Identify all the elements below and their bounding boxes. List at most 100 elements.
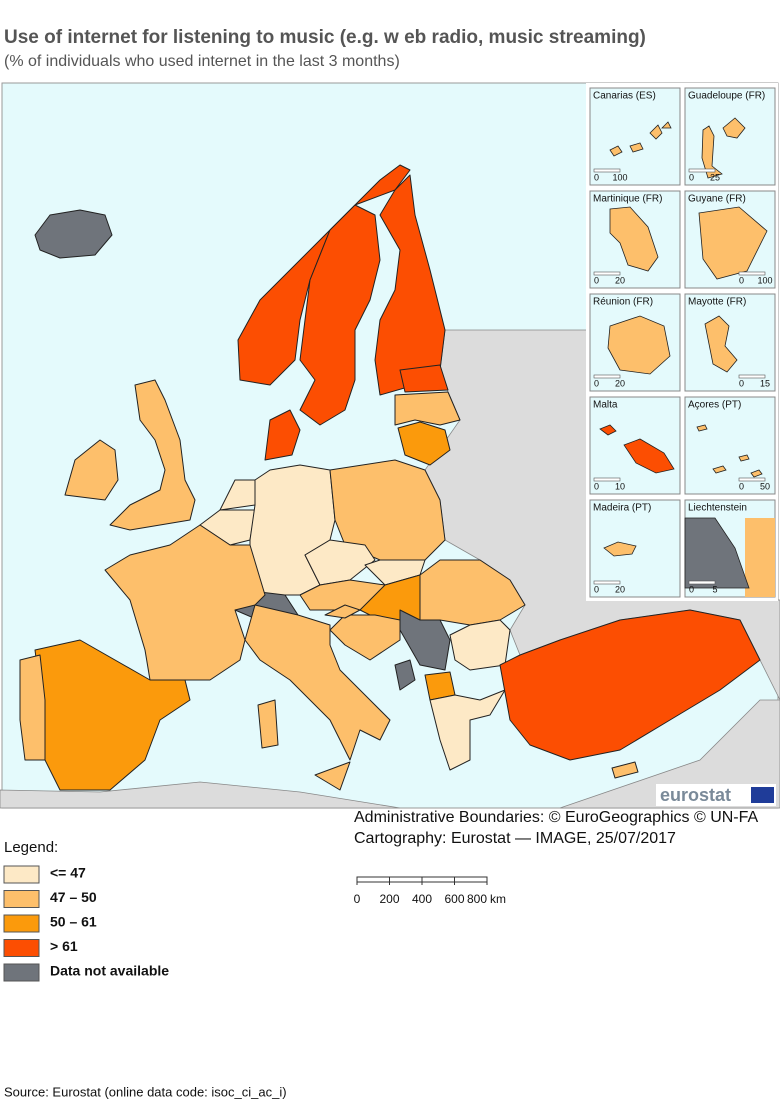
inset-scale-label: 15 — [760, 378, 770, 388]
credit: Administrative Boundaries: © EuroGeograp… — [354, 809, 759, 826]
inset-title: Guadeloupe (FR) — [688, 91, 765, 102]
slovenia — [324, 604, 361, 619]
inset-land — [603, 541, 637, 557]
scale-label: 600 — [444, 892, 464, 906]
slovakia — [364, 559, 426, 586]
scale-label: 800 — [467, 892, 487, 906]
inset-land — [609, 206, 659, 272]
greece — [429, 689, 506, 771]
inset-scale-label: 10 — [615, 481, 625, 491]
inset-land — [684, 517, 750, 589]
inset-scale-label: 20 — [615, 378, 625, 388]
legend-label: > 61 — [50, 938, 78, 954]
inset-scale-label: 0 — [689, 172, 694, 182]
inset-scale-label: 0 — [689, 584, 694, 594]
sweden — [299, 204, 381, 426]
credit: Cartography: Eurostat — IMAGE, 25/07/201… — [354, 830, 676, 847]
inset-scale-label: 0 — [739, 275, 744, 285]
legend-label: <= 47 — [50, 865, 86, 881]
eu-flag — [751, 787, 774, 803]
estonia — [399, 364, 449, 393]
source: Source: Eurostat (online data code: isoc… — [4, 1084, 287, 1099]
scale-label: 0 — [354, 892, 361, 906]
inset-scale-label: 0 — [594, 172, 599, 182]
scale-label: 400 — [412, 892, 432, 906]
lithuania — [397, 421, 451, 466]
inset-land — [609, 121, 672, 157]
inset-title: Liechtenstein — [688, 503, 747, 514]
inset-title: Malta — [593, 400, 618, 411]
scale-bar: 0 200 400 600 800 km — [354, 876, 506, 906]
finland — [374, 174, 446, 396]
inset-scale-label: 20 — [615, 275, 625, 285]
inset-scale-label: 20 — [615, 584, 625, 594]
legend-swatch — [3, 865, 40, 884]
cyprus — [611, 761, 639, 779]
inset-title: Mayotte (FR) — [688, 297, 746, 308]
inset-scale-bar — [593, 477, 621, 482]
inset-scale-label: 0 — [594, 275, 599, 285]
subtitle: (% of individuals who used internet in t… — [4, 53, 400, 70]
land-middle-east — [559, 699, 780, 809]
france — [104, 524, 266, 681]
legend-title: Legend: — [4, 839, 58, 856]
inset-scale-bar — [738, 374, 766, 379]
land-africa — [0, 781, 401, 809]
inset-scale-label: 100 — [612, 172, 627, 182]
inset-scale-label: 50 — [760, 481, 770, 491]
inset-scale-label: 100 — [757, 275, 772, 285]
inset-scale-bar — [593, 168, 621, 173]
legend-label: 50 – 61 — [50, 914, 97, 930]
inset-scale-bar — [738, 477, 766, 482]
sicily — [314, 761, 351, 791]
montenegro — [394, 659, 416, 691]
sardinia — [257, 699, 279, 749]
scale-label: 200 — [379, 892, 399, 906]
inset-land — [599, 424, 675, 474]
inset-scale-bar — [593, 374, 621, 379]
inset-scale-bar — [688, 168, 716, 173]
inset-title: Canarias (ES) — [593, 91, 656, 102]
inset-scale-bar — [688, 580, 716, 585]
legend-swatch — [3, 890, 40, 908]
poland — [329, 459, 446, 561]
legend-swatch — [3, 914, 40, 933]
iceland — [34, 209, 113, 259]
logo: eurostat — [660, 785, 731, 805]
inset-land — [607, 315, 671, 375]
scale-unit: km — [490, 892, 506, 906]
inset-land — [704, 315, 738, 373]
inset-title: Madeira (PT) — [593, 503, 651, 514]
legend-swatch — [3, 963, 40, 982]
united-kingdom — [109, 379, 196, 531]
inset-scale-label: 0 — [594, 584, 599, 594]
inset-frame — [684, 293, 776, 392]
inset-scale-bar — [593, 271, 621, 276]
title: Use of internet for listening to music (… — [4, 27, 646, 48]
inset-land — [698, 206, 768, 280]
inset-title: Açores (PT) — [688, 400, 741, 411]
legend-label: Data not available — [50, 963, 169, 979]
inset-scale-label: 5 — [712, 584, 717, 594]
portugal — [19, 654, 46, 761]
serbia — [399, 609, 451, 671]
legend-swatch — [3, 939, 40, 957]
inset-scale-label: 25 — [710, 172, 720, 182]
inset-scale-label: 0 — [594, 481, 599, 491]
inset-scale-bar — [738, 271, 766, 276]
inset-title: Martinique (FR) — [593, 194, 662, 205]
italy — [244, 604, 391, 761]
inset-title: Réunion (FR) — [593, 297, 653, 308]
turkey — [499, 609, 761, 761]
inset-land — [696, 424, 763, 478]
inset-scale-label: 0 — [739, 378, 744, 388]
inset-scale-label: 0 — [594, 378, 599, 388]
latvia — [394, 391, 461, 426]
inset-title: Guyane (FR) — [688, 194, 746, 205]
norway — [237, 164, 411, 386]
ireland — [64, 439, 119, 501]
inset-scale-label: 0 — [739, 481, 744, 491]
